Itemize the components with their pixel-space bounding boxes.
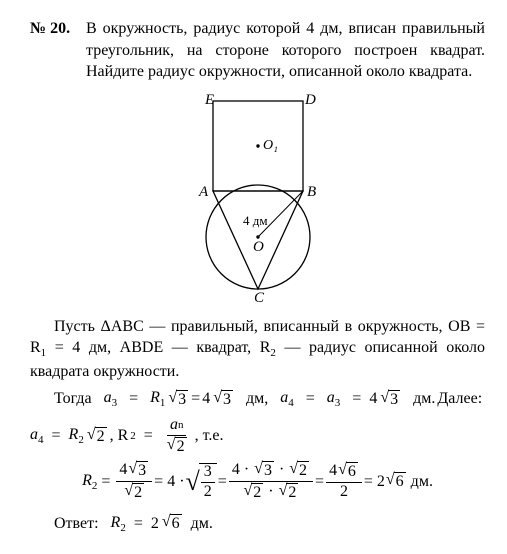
label-a: A	[198, 184, 209, 200]
problem-number: № 20.	[30, 18, 86, 40]
r2-calculation: R2 = 4√3 √2 = 4 · √ 3 2 = 4 · √3 · √2 √2…	[30, 461, 485, 501]
center-o1-dot	[256, 144, 259, 147]
then-word: Тогда	[30, 388, 92, 410]
geometry-figure: E D A B C O O₁ 4 дм	[30, 91, 485, 306]
solution-intro: Пусть ΔABC — правильный, вписанный в окр…	[30, 316, 485, 383]
problem-statement: В окружность, радиус которой 4 дм, вписа…	[86, 18, 485, 83]
answer-line: Ответ: R2 = 2√6 дм.	[30, 512, 485, 536]
problem-header: № 20. В окружность, радиус которой 4 дм,…	[30, 18, 485, 83]
label-b: B	[307, 184, 316, 200]
a4-r2-equation: a4 = R2 √2 , R2 = an √2 , т.е.	[30, 417, 485, 455]
solution-block: Пусть ΔABC — правильный, вписанный в окр…	[30, 316, 485, 536]
label-o: O	[253, 239, 264, 255]
label-radius: 4 дм	[243, 213, 268, 228]
intro-text-1b: = 4 дм, ABDE — квадрат, R	[46, 339, 270, 356]
label-o1: O₁	[263, 138, 278, 153]
a3-equation: Тогда a3 = R1 √3 = 4√3 дм, a4 = a3 = 4√3…	[30, 387, 485, 411]
label-d: D	[304, 92, 316, 108]
label-c: C	[254, 290, 265, 306]
figure-svg: E D A B C O O₁ 4 дм	[173, 91, 343, 306]
label-e: E	[204, 92, 214, 108]
